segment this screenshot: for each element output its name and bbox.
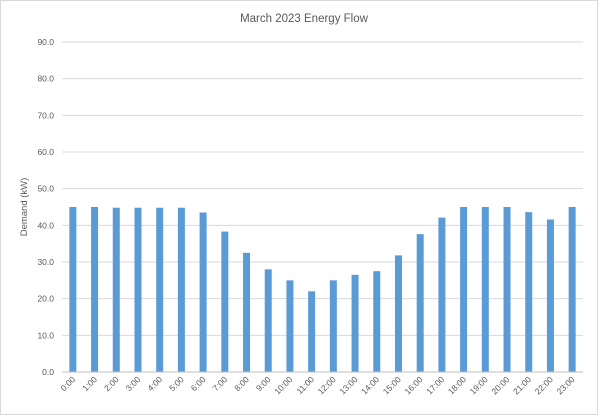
bar-14-00 — [373, 271, 381, 372]
bar-2-00 — [112, 207, 120, 372]
y-tick-label: 0.0 — [42, 367, 54, 377]
x-tick-label: 3:00 — [124, 374, 143, 393]
bar-19-00 — [481, 207, 489, 372]
x-tick-label: 10:00 — [272, 374, 294, 396]
x-tick-labels: 0:00 1:00 2:00 3:00 4:00 5:00 6:00 7:00 8:00 9:00… — [58, 374, 576, 396]
x-tick-label: 1:00 — [80, 374, 99, 393]
bar-9-00 — [264, 269, 272, 372]
x-tick-label: 15:00 — [381, 374, 403, 396]
bar-6-00 — [199, 212, 207, 372]
bar-5-00 — [177, 207, 185, 372]
y-tick-label: 30.0 — [37, 257, 54, 267]
x-tick-label: 23:00 — [554, 374, 576, 396]
bar-10-00 — [286, 280, 294, 372]
x-tick-label: 6:00 — [189, 374, 208, 393]
bar-20-00 — [503, 207, 511, 372]
bar-0-00 — [69, 207, 77, 372]
x-tick-label: 17:00 — [424, 374, 446, 396]
y-tick-label: 40.0 — [37, 220, 54, 230]
y-tick-labels: 0.0 10.0 20.0 30.0 40.0 50.0 60.0 70.0 80.0 90.0 — [37, 37, 54, 377]
bar-21-00 — [525, 212, 533, 372]
y-tick-label: 10.0 — [37, 330, 54, 340]
y-tick-label: 90.0 — [37, 37, 54, 47]
bar-1-00 — [91, 207, 99, 372]
bar-17-00 — [438, 217, 446, 372]
x-tick-label: 12:00 — [316, 374, 338, 396]
bar-4-00 — [156, 207, 164, 372]
x-tick-label: 14:00 — [359, 374, 381, 396]
bar-3-00 — [134, 207, 142, 372]
x-tick-label: 19:00 — [468, 374, 490, 396]
y-tick-label: 60.0 — [37, 147, 54, 157]
y-tick-label: 50.0 — [37, 184, 54, 194]
x-tick-label: 0:00 — [58, 374, 77, 393]
y-tick-label: 80.0 — [37, 74, 54, 84]
chart-title: March 2023 Energy Flow — [240, 13, 369, 25]
bar-13-00 — [351, 274, 359, 372]
bar-23-00 — [568, 207, 576, 372]
gridlines — [62, 41, 583, 336]
x-tick-label: 4:00 — [145, 374, 164, 393]
x-tick-label: 2:00 — [102, 374, 121, 393]
x-tick-label: 18:00 — [446, 374, 468, 396]
x-tick-label: 7:00 — [210, 374, 229, 393]
x-tick-label: 13:00 — [337, 374, 359, 396]
x-tick-label: 5:00 — [167, 374, 186, 393]
bar-18-00 — [460, 207, 468, 372]
bar-8-00 — [243, 252, 251, 372]
bar-15-00 — [394, 255, 402, 372]
x-tick-label: 16:00 — [402, 374, 424, 396]
x-tick-label: 22:00 — [533, 374, 555, 396]
y-axis-label: Demand (kW) — [19, 178, 30, 237]
bar-11-00 — [308, 291, 316, 372]
x-tick-label: 8:00 — [232, 374, 251, 393]
x-tick-label: 20:00 — [489, 374, 511, 396]
bar-16-00 — [416, 234, 424, 372]
x-tick-label: 21:00 — [511, 374, 533, 396]
x-tick-label: 11:00 — [294, 374, 316, 396]
y-tick-label: 20.0 — [37, 294, 54, 304]
y-tick-label: 70.0 — [37, 110, 54, 120]
bar-7-00 — [221, 231, 229, 372]
bars — [69, 207, 576, 372]
bar-12-00 — [329, 280, 337, 372]
bar-22-00 — [546, 219, 554, 372]
x-tick-label: 9:00 — [254, 374, 273, 393]
